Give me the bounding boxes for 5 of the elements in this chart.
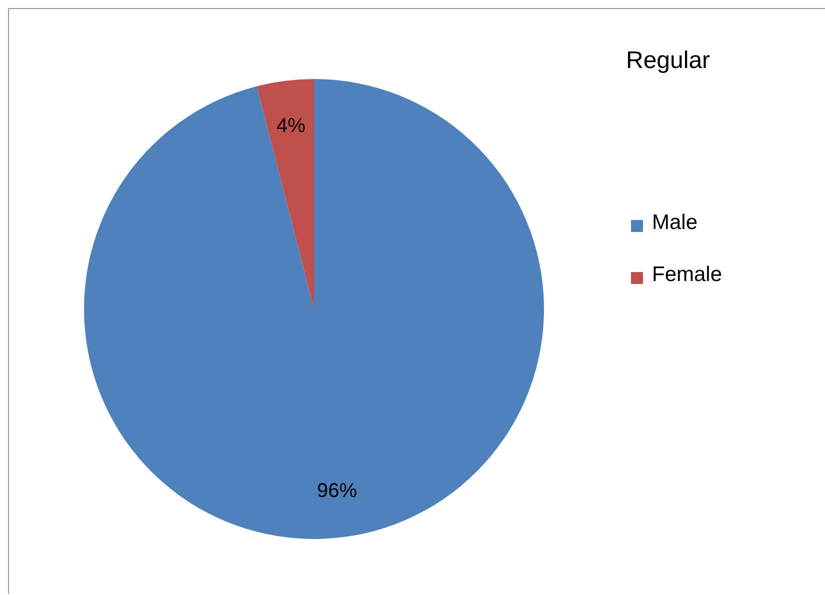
data-label: 4% (276, 114, 306, 137)
chart-title: Regular (626, 47, 710, 75)
legend-label: Male (652, 211, 698, 235)
legend-label: Female (652, 263, 722, 287)
data-label: 96% (317, 480, 358, 502)
